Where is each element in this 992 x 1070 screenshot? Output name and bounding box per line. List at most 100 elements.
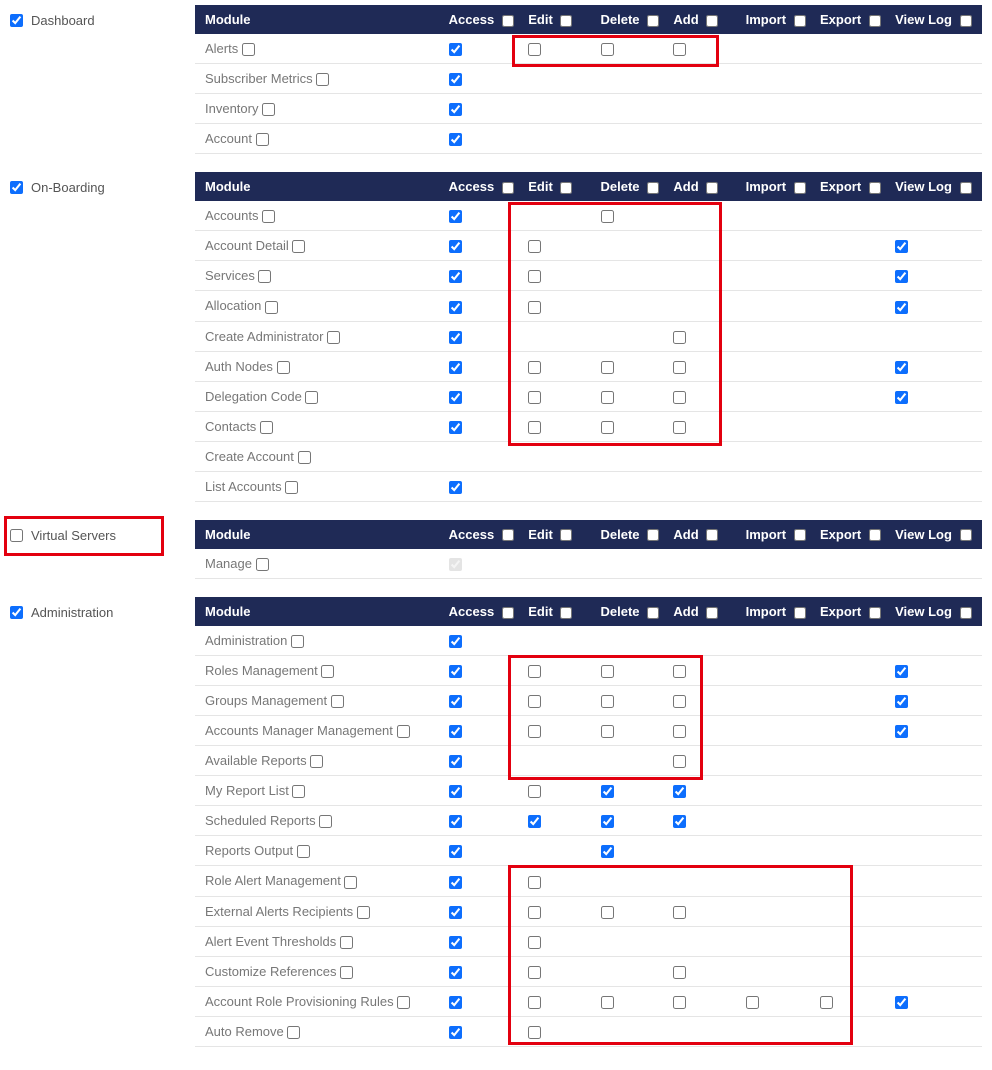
section-toggle-onboarding[interactable]: On-Boarding (10, 172, 195, 195)
header-checkbox-access[interactable] (502, 15, 514, 27)
section-checkbox-administration[interactable] (10, 606, 23, 619)
module-checkbox[interactable] (262, 103, 275, 116)
perm-checkbox-export[interactable] (820, 996, 833, 1009)
perm-checkbox-delete[interactable] (601, 391, 614, 404)
header-checkbox-viewlog[interactable] (960, 182, 972, 194)
perm-checkbox-edit[interactable] (528, 785, 541, 798)
perm-checkbox-access[interactable] (449, 391, 462, 404)
perm-checkbox-add[interactable] (673, 421, 686, 434)
module-checkbox[interactable] (277, 361, 290, 374)
perm-checkbox-add[interactable] (673, 755, 686, 768)
perm-checkbox-add[interactable] (673, 906, 686, 919)
perm-checkbox-delete[interactable] (601, 421, 614, 434)
perm-checkbox-add[interactable] (673, 966, 686, 979)
perm-checkbox-access[interactable] (449, 725, 462, 738)
section-toggle-administration[interactable]: Administration (10, 597, 195, 620)
perm-checkbox-edit[interactable] (528, 665, 541, 678)
header-checkbox-viewlog[interactable] (960, 529, 972, 541)
perm-checkbox-access[interactable] (449, 815, 462, 828)
module-checkbox[interactable] (319, 815, 332, 828)
module-checkbox[interactable] (292, 785, 305, 798)
header-checkbox-access[interactable] (502, 529, 514, 541)
module-checkbox[interactable] (397, 725, 410, 738)
module-checkbox[interactable] (357, 906, 370, 919)
header-checkbox-delete[interactable] (647, 607, 659, 619)
perm-checkbox-access[interactable] (449, 695, 462, 708)
perm-checkbox-access[interactable] (449, 966, 462, 979)
perm-checkbox-edit[interactable] (528, 876, 541, 889)
perm-checkbox-access[interactable] (449, 876, 462, 889)
module-checkbox[interactable] (242, 43, 255, 56)
perm-checkbox-edit[interactable] (528, 725, 541, 738)
perm-checkbox-access[interactable] (449, 240, 462, 253)
header-checkbox-export[interactable] (869, 15, 881, 27)
header-checkbox-access[interactable] (502, 182, 514, 194)
perm-checkbox-add[interactable] (673, 725, 686, 738)
perm-checkbox-access[interactable] (449, 421, 462, 434)
perm-checkbox-access[interactable] (449, 210, 462, 223)
perm-checkbox-access[interactable] (449, 755, 462, 768)
header-checkbox-add[interactable] (706, 529, 718, 541)
header-checkbox-edit[interactable] (560, 607, 572, 619)
header-checkbox-export[interactable] (869, 182, 881, 194)
perm-checkbox-viewlog[interactable] (895, 996, 908, 1009)
perm-checkbox-add[interactable] (673, 391, 686, 404)
header-checkbox-delete[interactable] (647, 529, 659, 541)
module-checkbox[interactable] (291, 635, 304, 648)
perm-checkbox-add[interactable] (673, 815, 686, 828)
perm-checkbox-access[interactable] (449, 845, 462, 858)
perm-checkbox-add[interactable] (673, 43, 686, 56)
perm-checkbox-edit[interactable] (528, 815, 541, 828)
perm-checkbox-access[interactable] (449, 906, 462, 919)
module-checkbox[interactable] (297, 845, 310, 858)
perm-checkbox-delete[interactable] (601, 845, 614, 858)
section-checkbox-dashboard[interactable] (10, 14, 23, 27)
header-checkbox-add[interactable] (706, 607, 718, 619)
perm-checkbox-edit[interactable] (528, 1026, 541, 1039)
module-checkbox[interactable] (256, 558, 269, 571)
perm-checkbox-add[interactable] (673, 785, 686, 798)
module-checkbox[interactable] (292, 240, 305, 253)
perm-checkbox-edit[interactable] (528, 966, 541, 979)
section-checkbox-onboarding[interactable] (10, 181, 23, 194)
header-checkbox-edit[interactable] (560, 15, 572, 27)
header-checkbox-import[interactable] (794, 182, 806, 194)
perm-checkbox-add[interactable] (673, 361, 686, 374)
perm-checkbox-viewlog[interactable] (895, 361, 908, 374)
perm-checkbox-delete[interactable] (601, 210, 614, 223)
module-checkbox[interactable] (344, 876, 357, 889)
perm-checkbox-delete[interactable] (601, 695, 614, 708)
perm-checkbox-access[interactable] (449, 270, 462, 283)
perm-checkbox-viewlog[interactable] (895, 391, 908, 404)
perm-checkbox-delete[interactable] (601, 906, 614, 919)
perm-checkbox-access[interactable] (449, 996, 462, 1009)
header-checkbox-add[interactable] (706, 182, 718, 194)
header-checkbox-import[interactable] (794, 529, 806, 541)
perm-checkbox-access[interactable] (449, 1026, 462, 1039)
perm-checkbox-viewlog[interactable] (895, 695, 908, 708)
perm-checkbox-viewlog[interactable] (895, 665, 908, 678)
module-checkbox[interactable] (340, 936, 353, 949)
module-checkbox[interactable] (331, 695, 344, 708)
perm-checkbox-access[interactable] (449, 43, 462, 56)
perm-checkbox-access[interactable] (449, 635, 462, 648)
perm-checkbox-delete[interactable] (601, 815, 614, 828)
header-checkbox-delete[interactable] (647, 15, 659, 27)
perm-checkbox-delete[interactable] (601, 725, 614, 738)
perm-checkbox-access[interactable] (449, 785, 462, 798)
module-checkbox[interactable] (327, 331, 340, 344)
header-checkbox-viewlog[interactable] (960, 15, 972, 27)
perm-checkbox-delete[interactable] (601, 665, 614, 678)
module-checkbox[interactable] (397, 996, 410, 1009)
perm-checkbox-edit[interactable] (528, 240, 541, 253)
module-checkbox[interactable] (256, 133, 269, 146)
perm-checkbox-edit[interactable] (528, 996, 541, 1009)
perm-checkbox-delete[interactable] (601, 361, 614, 374)
perm-checkbox-access[interactable] (449, 301, 462, 314)
section-checkbox-virtual-servers[interactable] (10, 529, 23, 542)
header-checkbox-export[interactable] (869, 607, 881, 619)
perm-checkbox-add[interactable] (673, 331, 686, 344)
header-checkbox-delete[interactable] (647, 182, 659, 194)
perm-checkbox-import[interactable] (746, 996, 759, 1009)
perm-checkbox-viewlog[interactable] (895, 301, 908, 314)
